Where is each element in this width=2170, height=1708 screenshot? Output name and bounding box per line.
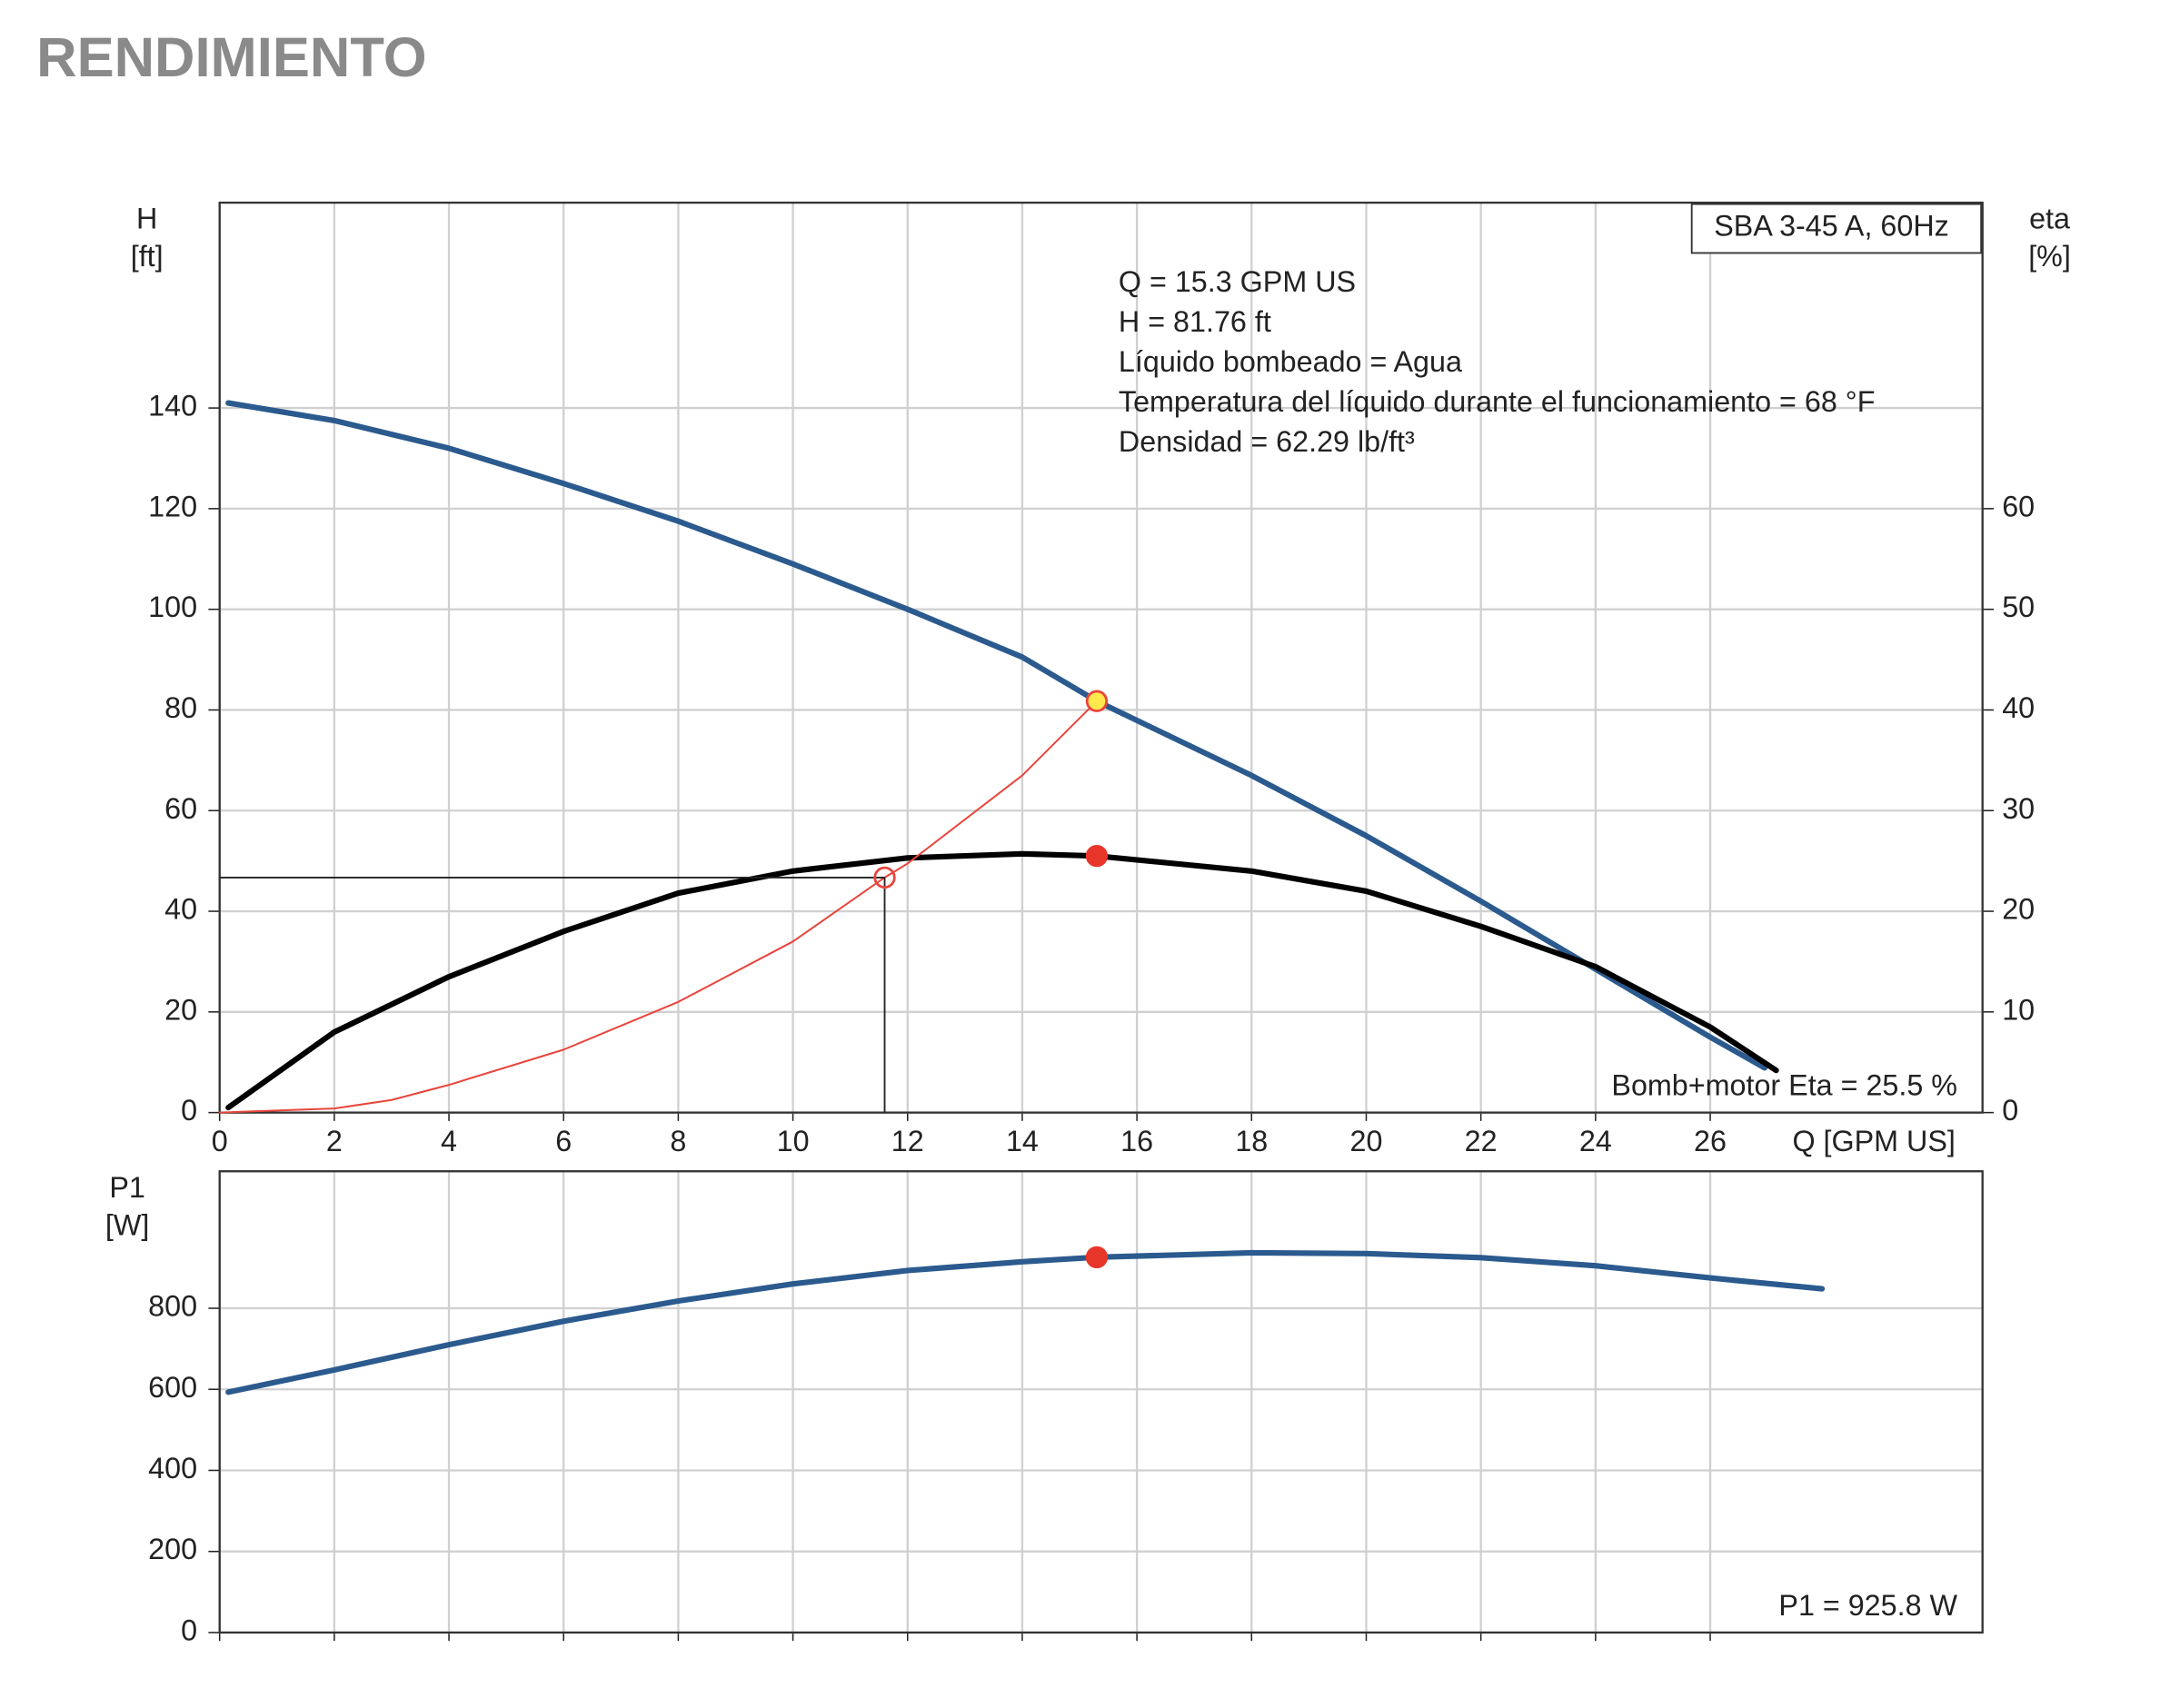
x-tick-label: 8	[670, 1125, 686, 1157]
footer-label: P1 = 925.8 W	[1778, 1589, 1957, 1622]
y-axis-label: H	[136, 203, 157, 235]
x-tick-label: 2	[326, 1125, 343, 1157]
y-tick-label: 140	[148, 390, 197, 422]
y2-tick-label: 20	[2002, 893, 2035, 926]
x-tick-label: 26	[1694, 1125, 1727, 1157]
y-tick-label: 200	[148, 1533, 197, 1565]
y2-axis-label: eta	[2029, 203, 2070, 235]
x-tick-label: 6	[555, 1125, 572, 1157]
y2-axis-label: [%]	[2028, 240, 2071, 273]
x-tick-label: 18	[1235, 1125, 1268, 1157]
y-tick-label: 20	[164, 993, 197, 1026]
plot-frame	[218, 1170, 1984, 1634]
y-tick-label: 0	[181, 1614, 197, 1646]
annotation: Densidad = 62.29 lb/ft³	[1119, 425, 1415, 458]
y-tick-label: 400	[148, 1452, 197, 1485]
y-tick-label: 40	[164, 893, 197, 926]
y2-tick-label: 40	[2002, 691, 2035, 724]
x-tick-label: 14	[1006, 1125, 1039, 1157]
y-tick-label: 600	[148, 1371, 197, 1404]
y2-tick-label: 30	[2002, 792, 2035, 825]
series-line	[218, 700, 1098, 1114]
y-tick-label: 80	[164, 691, 197, 724]
series-line	[225, 1249, 1826, 1395]
series-line	[225, 850, 1779, 1111]
y-tick-label: 120	[148, 490, 197, 522]
x-tick-label: 0	[212, 1125, 228, 1157]
plot-frame	[218, 201, 1984, 1114]
y-axis-label: [W]	[105, 1208, 149, 1241]
x-tick-label: 24	[1579, 1125, 1612, 1157]
x-axis-label: Q [GPM US]	[1792, 1125, 1955, 1157]
x-tick-label: 12	[891, 1125, 924, 1157]
y-tick-label: 800	[148, 1290, 197, 1323]
y2-tick-label: 50	[2002, 591, 2035, 623]
annotation: Temperatura del líquido durante el funci…	[1119, 385, 1876, 418]
point-marker	[1085, 844, 1109, 868]
series-line	[225, 400, 1768, 1071]
annotation: Q = 15.3 GPM US	[1119, 265, 1356, 298]
x-tick-label: 16	[1120, 1125, 1153, 1157]
y2-tick-label: 10	[2002, 993, 2035, 1026]
y-tick-label: 100	[148, 591, 197, 623]
x-tick-label: 10	[777, 1125, 810, 1157]
point-marker	[1085, 690, 1109, 712]
annotation: H = 81.76 ft	[1119, 305, 1271, 338]
x-tick-label: 20	[1350, 1125, 1383, 1157]
x-tick-label: 4	[441, 1125, 457, 1157]
annotation: Líquido bombeado = Agua	[1119, 345, 1462, 378]
footer-label: Bomb+motor Eta = 25.5 %	[1611, 1068, 1957, 1101]
y-axis-label: [ft]	[131, 240, 164, 273]
y2-tick-label: 0	[2002, 1094, 2018, 1127]
y-axis-label: P1	[109, 1171, 145, 1204]
page-title: RENDIMIENTO	[36, 26, 427, 89]
point-marker	[1085, 1246, 1109, 1269]
point-marker	[873, 866, 896, 889]
x-tick-label: 22	[1465, 1125, 1498, 1157]
y-tick-label: 60	[164, 792, 197, 825]
legend-label: SBA 3-45 A, 60Hz	[1714, 209, 1949, 242]
y2-tick-label: 60	[2002, 490, 2035, 522]
y-tick-label: 0	[181, 1094, 197, 1127]
legend-box	[1690, 203, 1983, 254]
